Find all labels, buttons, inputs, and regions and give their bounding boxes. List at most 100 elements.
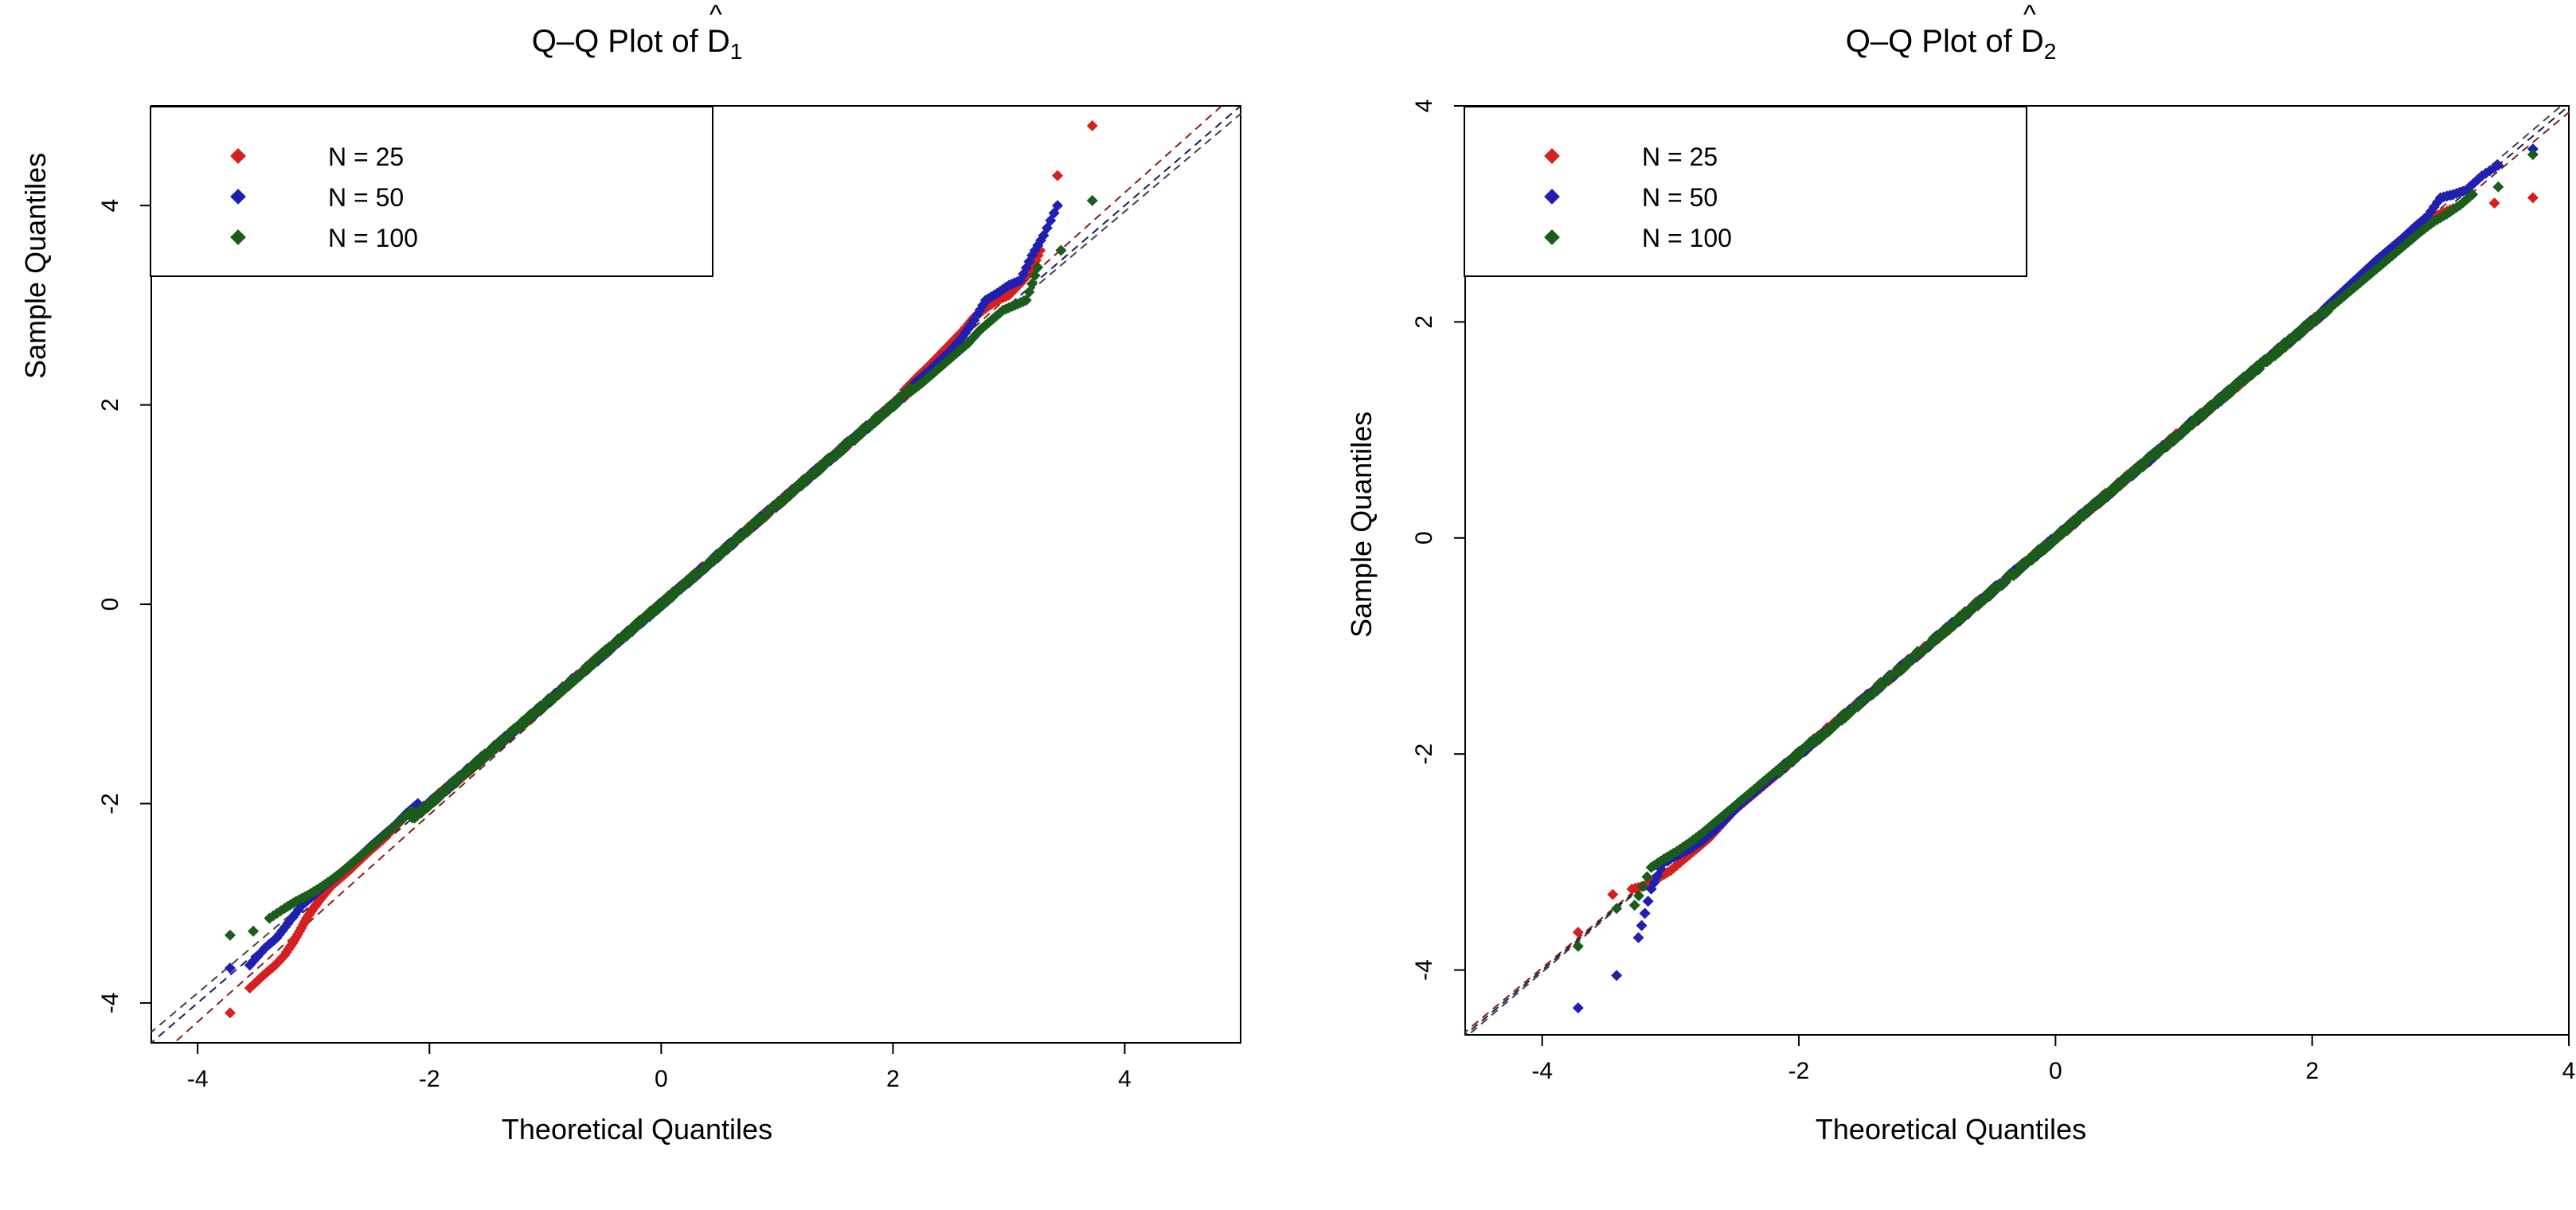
qq-point — [2406, 224, 2418, 236]
qq-point — [1745, 786, 1757, 798]
qq-point — [1726, 802, 1738, 814]
qq-point — [2457, 185, 2469, 197]
qq-point — [2488, 162, 2500, 174]
qq-point — [1628, 900, 1640, 911]
qq-point — [1770, 765, 1782, 777]
x-tick-label: -2 — [419, 1066, 440, 1092]
title-hat: ^ — [709, 0, 722, 30]
x-tick-label: 4 — [2562, 1058, 2576, 1084]
y-tick-label: 2 — [97, 398, 123, 412]
qq-point — [2406, 233, 2418, 245]
qq-point — [2351, 272, 2363, 284]
x-tick-label: 4 — [1118, 1066, 1132, 1092]
title-hat: ^ — [2023, 0, 2036, 30]
y-tick-label: 0 — [1411, 531, 1437, 544]
qq-point — [2431, 197, 2443, 209]
qq-point — [2472, 174, 2484, 185]
qq-point — [1632, 890, 1644, 902]
qq-point — [1694, 837, 1706, 849]
qq-point — [1764, 771, 1776, 783]
qq-point — [255, 947, 267, 958]
qq-point — [1641, 871, 1653, 883]
qq-point — [1729, 800, 1741, 812]
qq-point — [2348, 282, 2360, 294]
qq-point — [224, 962, 236, 974]
qq-point — [1029, 270, 1041, 282]
x-tick-label: -4 — [1531, 1058, 1553, 1084]
qq-point — [2412, 218, 2424, 230]
qq-point — [1637, 880, 1649, 892]
qq-point — [2039, 544, 2051, 556]
qq-point — [224, 929, 236, 941]
qq-plot-d1: -4 -2 0 2 4 -4 -2 0 2 4 — [97, 105, 1241, 1092]
plot-area — [1465, 106, 2569, 1035]
qq-point — [268, 935, 279, 947]
qq-point — [254, 972, 266, 984]
qq-point — [2492, 159, 2504, 171]
qq-point — [2464, 181, 2476, 193]
qq-point — [2527, 192, 2539, 204]
qq-point — [279, 921, 291, 933]
plot-title: Q–Q Plot of ^ D2 — [1845, 0, 2057, 64]
qq-point — [1757, 775, 1769, 787]
y-tick-label: -2 — [1411, 744, 1437, 765]
qq-point — [1767, 767, 1779, 779]
qq-point — [1967, 603, 1979, 615]
x-axis-label: Theoretical Quantiles — [1815, 1113, 2087, 1146]
qq-point — [248, 925, 260, 937]
qq-point — [224, 1007, 236, 1019]
qq-point — [1681, 839, 1693, 851]
qq-point — [1639, 908, 1651, 919]
qq-point — [1611, 970, 1623, 982]
qq-point — [2527, 149, 2539, 161]
qq-point — [1011, 275, 1023, 287]
legend-marker-n25 — [230, 148, 246, 164]
y-tick-label: 4 — [1411, 100, 1437, 113]
qq-plot-panel-d1: Q–Q Plot of ^ D1 -4 -2 0 2 4 -4 -2 0 2 4 Theoretic… — [0, 0, 1274, 1210]
qq-point — [1694, 829, 1706, 841]
x-axis-label: Theoretical Quantiles — [501, 1113, 773, 1146]
qq-point — [1636, 919, 1648, 931]
qq-point — [1086, 120, 1098, 132]
qq-point — [1813, 734, 1825, 746]
legend-marker-n25 — [1544, 148, 1560, 164]
y-axis-label: Sample Quantiles — [1345, 411, 1378, 638]
qq-point — [1052, 170, 1064, 182]
y-tick-label: -4 — [1411, 959, 1437, 981]
qq-point — [1611, 903, 1623, 915]
qq-point — [2345, 285, 2357, 297]
y-tick-label: 4 — [97, 199, 123, 213]
qq-point — [1984, 589, 1996, 601]
y-tick-label: 2 — [1411, 315, 1437, 329]
qq-point — [1719, 808, 1731, 820]
plot-area — [151, 106, 1241, 1043]
x-tick-label: -2 — [1788, 1058, 1810, 1084]
qq-point — [971, 327, 983, 339]
qq-point — [1632, 931, 1644, 943]
qq-point — [2450, 201, 2462, 213]
qq-point — [2078, 509, 2090, 521]
qq-point — [2399, 230, 2411, 242]
qq-point — [2464, 191, 2476, 203]
qq-point — [2361, 271, 2373, 283]
legend-marker-n50 — [1544, 189, 1560, 205]
legend-marker-n50 — [230, 189, 246, 205]
qq-plot-panel-d2: Q–Q Plot of ^ D2 -4 -2 0 2 4 -4 -2 0 2 4 Theoretic… — [1314, 0, 2576, 1210]
plot-title: Q–Q Plot of ^ D1 — [531, 0, 743, 64]
qq-point — [977, 299, 989, 311]
y-tick-label: -2 — [97, 793, 123, 814]
qq-point — [960, 340, 971, 352]
x-tick-label: 2 — [2305, 1058, 2319, 1084]
x-tick-label: 2 — [886, 1066, 900, 1092]
qq-point — [1034, 235, 1046, 247]
qq-point — [403, 807, 415, 819]
qq-reference-line — [151, 112, 1241, 1033]
legend-marker-n100 — [1544, 229, 1560, 245]
qq-point — [292, 904, 304, 915]
qq-point — [1055, 244, 1067, 256]
qq-point — [1706, 819, 1718, 831]
qq-point — [2393, 244, 2405, 256]
qq-point — [1667, 862, 1679, 874]
qq-point — [2412, 228, 2424, 240]
qq-point — [2374, 260, 2386, 272]
